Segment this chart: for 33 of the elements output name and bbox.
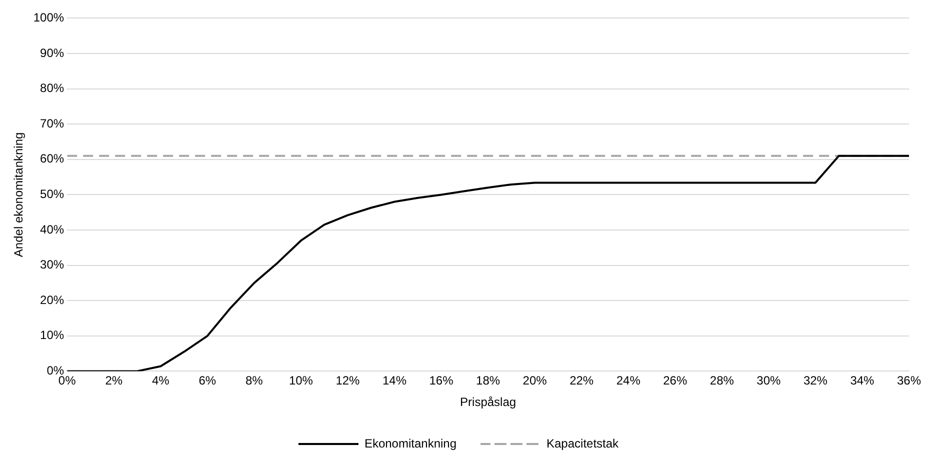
x-tick-label: 20% <box>522 374 548 388</box>
y-tick-label: 60% <box>40 152 64 166</box>
x-tick-label: 10% <box>288 374 314 388</box>
x-tick-label: 22% <box>570 374 594 388</box>
y-tick-label: 40% <box>40 222 64 236</box>
x-axis-title: Prispåslag <box>460 395 516 410</box>
x-tick-label: 6% <box>198 374 216 388</box>
y-tick-label: 80% <box>40 81 64 96</box>
x-tick-label: 36% <box>896 374 922 388</box>
x-tick-label: 2% <box>105 374 123 388</box>
y-tick-label: 70% <box>40 116 64 130</box>
x-tick-label: 28% <box>710 374 734 388</box>
x-tick-label: 16% <box>429 374 454 388</box>
y-tick-label: 20% <box>40 292 64 307</box>
x-tick-label: 8% <box>246 374 264 388</box>
x-tick-label: 26% <box>663 374 688 388</box>
x-tick-label: 34% <box>850 374 875 388</box>
y-tick-label: 90% <box>40 46 64 60</box>
x-tick-label: 12% <box>336 374 360 388</box>
x-tick-label: 32% <box>803 374 828 388</box>
x-tick-label: 18% <box>476 374 500 388</box>
x-tick-label: 30% <box>756 374 782 388</box>
y-tick-label: 30% <box>40 258 64 272</box>
legend-label: Kapacitetstak <box>546 436 620 450</box>
y-tick-label: 50% <box>40 187 64 202</box>
x-tick-label: 0% <box>58 374 76 388</box>
legend-label: Ekonomitankning <box>364 436 457 450</box>
x-tick-label: 24% <box>616 374 641 388</box>
x-tick-label: 4% <box>152 374 170 388</box>
y-tick-label: 10% <box>40 328 64 342</box>
y-axis-title: Andel ekonomitankning <box>12 132 26 258</box>
y-tick-label: 100% <box>33 10 64 25</box>
x-tick-label: 14% <box>382 374 407 388</box>
